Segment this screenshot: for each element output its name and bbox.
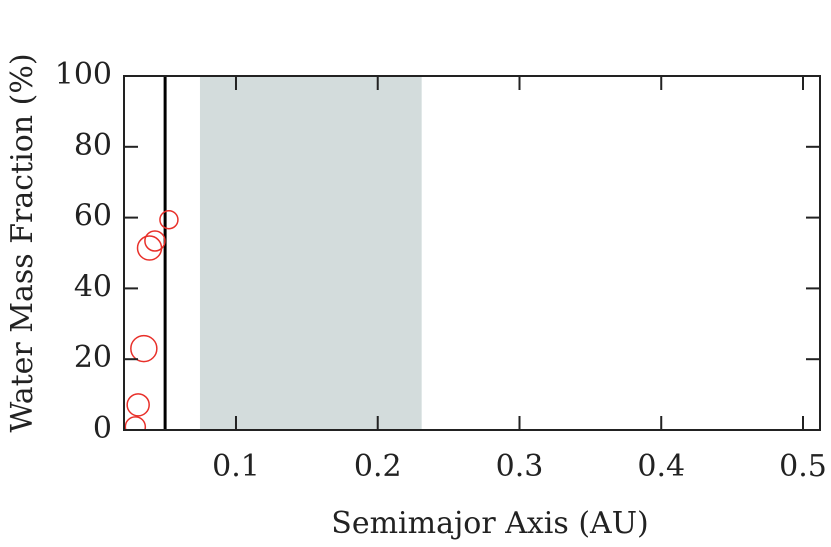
- y-tick-label: 20: [74, 340, 112, 375]
- y-tick-label: 100: [55, 57, 112, 92]
- point: [124, 416, 147, 430]
- point: [126, 393, 150, 417]
- y-tick-label: 80: [74, 128, 112, 163]
- shaded-region: [199, 76, 422, 430]
- x-tick-label: 0.1: [212, 449, 260, 484]
- y-axis-label: Water Mass Fraction (%): [5, 53, 40, 432]
- x-tick-label: 0.2: [354, 449, 402, 484]
- x-tick-label: 0.3: [496, 449, 544, 484]
- y-tick-label: 0: [93, 411, 112, 446]
- x-tick-label: 0.4: [637, 449, 685, 484]
- y-tick-label: 60: [74, 199, 112, 234]
- x-axis-label: Semimajor Axis (AU): [331, 506, 648, 541]
- point: [144, 230, 166, 252]
- point: [136, 235, 163, 261]
- point: [159, 209, 179, 230]
- plot-frame: [123, 75, 821, 431]
- y-tick-label: 40: [74, 269, 112, 304]
- points: [124, 209, 179, 430]
- x-tick-label: 0.5: [779, 449, 827, 484]
- point: [130, 334, 158, 363]
